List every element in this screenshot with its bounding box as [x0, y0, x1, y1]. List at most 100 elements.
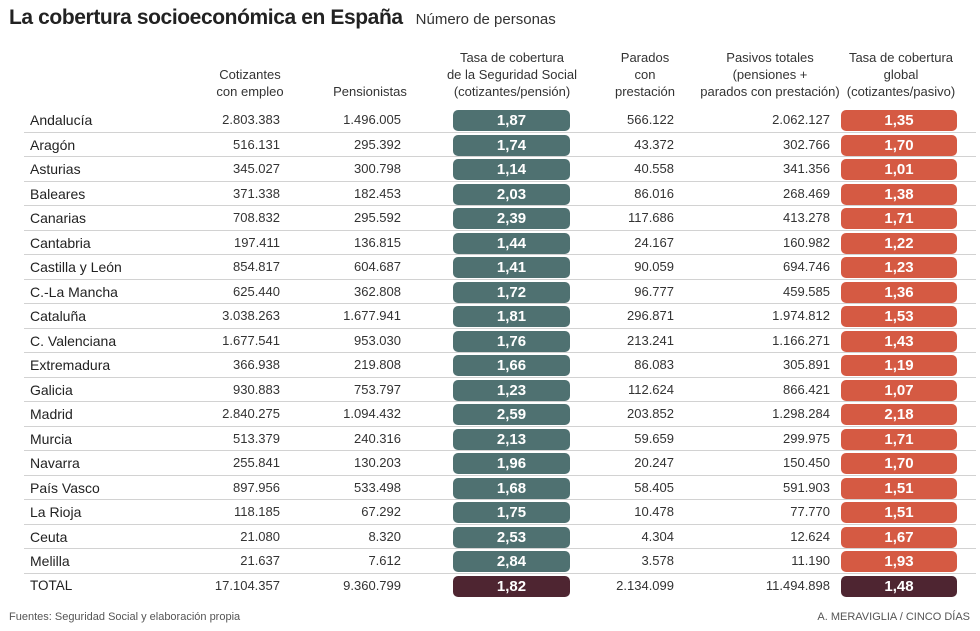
table-row: Extremadura 366.938 219.808 1,66 86.083 305.8…: [24, 353, 976, 378]
pasivos-value: 1.974.812: [772, 308, 830, 323]
tasa-seguridad-social-pill: 1,68: [453, 477, 570, 499]
tasa-global-pill: 1,38: [841, 183, 957, 205]
header-line: (pensiones +: [732, 67, 808, 82]
pasivos-value: 77.770: [790, 504, 830, 519]
cotizantes-value: 516.131: [233, 136, 280, 152]
pensionistas-value: 953.030: [354, 332, 401, 348]
total-row: TOTAL 17.104.357 9.360.799 1,82 2.134.099 11.…: [24, 574, 976, 599]
parados-value: 112.624: [627, 381, 674, 397]
pasivos-value: 150.450: [783, 455, 830, 470]
pasivos-value: 413.278: [783, 210, 830, 225]
header-line: global: [883, 67, 919, 82]
header-line: Pasivos totales: [726, 50, 814, 65]
tasa-global-pill: 1,67: [841, 526, 957, 548]
pasivos-value: 591.903: [783, 479, 830, 495]
pensionistas-value: 9.360.799: [343, 577, 401, 593]
region-name: Madrid: [30, 406, 73, 422]
row-divider: [24, 572, 976, 574]
parados-value: 90.059: [634, 259, 674, 274]
header-line: Cotizantes: [219, 67, 281, 82]
tasa-seguridad-social-pill: 2,03: [453, 183, 570, 205]
pasivos-value: 305.891: [783, 357, 830, 372]
pensionistas-value: 130.203: [354, 455, 401, 470]
header-line: con empleo: [216, 84, 284, 99]
pensionistas-value: 67.292: [361, 504, 401, 519]
pensionistas-value: 219.808: [354, 357, 401, 372]
cotizantes-value: 197.411: [233, 234, 280, 250]
title-row: La cobertura socioeconómica en España Nú…: [9, 6, 556, 30]
table-row: C.-La Mancha 625.440 362.808 1,72 96.777 459.…: [24, 280, 976, 304]
header-pensionistas: Pensionistas: [310, 83, 430, 100]
cotizantes-value: 2.840.275: [222, 406, 280, 421]
parados-value: 566.122: [627, 112, 674, 127]
header-cotizantes: Cotizantes con empleo: [190, 66, 310, 100]
parados-value: 4.304: [641, 528, 674, 544]
tasa-seguridad-social-pill: 2,13: [453, 428, 570, 450]
parados-value: 86.016: [634, 185, 674, 201]
cotizantes-value: 17.104.357: [214, 577, 280, 593]
parados-value: 58.405: [634, 479, 674, 495]
tasa-global-pill: 1,07: [841, 379, 957, 401]
pasivos-value: 1.166.271: [772, 332, 830, 348]
pensionistas-value: 1.677.941: [343, 308, 401, 323]
pensionistas-value: 8.320: [368, 528, 401, 544]
tasa-seguridad-social-pill: 1,74: [453, 134, 570, 156]
pasivos-value: 302.766: [783, 136, 830, 152]
table-row: Canarias 708.832 295.592 2,39 117.686 413.278…: [24, 206, 976, 231]
tasa-global-pill: 2,18: [841, 404, 957, 425]
header-line: con: [634, 67, 656, 82]
tasa-global-pill: 1,70: [841, 134, 957, 156]
tasa-global-pill: 1,43: [841, 330, 957, 352]
region-name: C. Valenciana: [30, 332, 117, 349]
row-divider: [24, 352, 976, 353]
tasa-global-pill: 1,51: [841, 477, 957, 499]
tasa-seguridad-social-pill: 1,76: [453, 330, 570, 352]
tasa-seguridad-social-pill: 1,82: [453, 575, 570, 597]
tasa-seguridad-social-pill: 1,66: [453, 355, 570, 376]
cotizantes-value: 21.637: [240, 553, 280, 568]
tasa-global-pill: 1,01: [841, 159, 957, 180]
header-line: Tasa de cobertura: [848, 50, 954, 65]
pasivos-value: 160.982: [783, 234, 830, 250]
region-name: Galicia: [30, 381, 73, 398]
pensionistas-value: 604.687: [354, 259, 401, 274]
pensionistas-value: 295.392: [354, 136, 401, 152]
cotizantes-value: 854.817: [233, 259, 280, 274]
table-row: La Rioja 118.185 67.292 1,75 10.478 77.770 1,5…: [24, 500, 976, 525]
table-row: C. Valenciana 1.677.541 953.030 1,76 213.241…: [24, 329, 976, 353]
table-row: Galicia 930.883 753.797 1,23 112.624 866.421 1…: [24, 378, 976, 402]
parados-value: 10.478: [634, 504, 674, 519]
tasa-seguridad-social-pill: 1,23: [453, 379, 570, 401]
pasivos-value: 12.624: [790, 528, 830, 544]
parados-value: 96.777: [634, 283, 674, 299]
row-divider: [24, 548, 976, 549]
row-divider: [24, 303, 976, 304]
tasa-seguridad-social-pill: 1,81: [453, 306, 570, 327]
row-divider: [24, 180, 976, 182]
tasa-global-pill: 1,19: [841, 355, 957, 376]
table-row: Murcia 513.379 240.316 2,13 59.659 299.975 1,7…: [24, 427, 976, 451]
pasivos-value: 2.062.127: [772, 112, 830, 127]
cotizantes-value: 1.677.541: [222, 332, 280, 348]
region-name: La Rioja: [30, 504, 82, 520]
table-row: Castilla y León 854.817 604.687 1,41 90.059 6…: [24, 255, 976, 280]
pensionistas-value: 1.094.432: [343, 406, 401, 421]
cotizantes-value: 118.185: [233, 504, 280, 519]
parados-value: 296.871: [627, 308, 674, 323]
region-name: Castilla y León: [30, 259, 122, 275]
pensionistas-value: 533.498: [354, 479, 401, 495]
header-tasa-global: Tasa de cobertura global (cotizantes/pas…: [840, 49, 962, 100]
tasa-global-pill: 1,36: [841, 281, 957, 303]
row-divider: [24, 327, 976, 329]
pasivos-value: 268.469: [783, 185, 830, 201]
row-divider: [24, 278, 976, 280]
cotizantes-value: 255.841: [233, 455, 280, 470]
tasa-seguridad-social-pill: 1,75: [453, 502, 570, 523]
parados-value: 24.167: [634, 234, 674, 250]
parados-value: 86.083: [634, 357, 674, 372]
table-row: Cataluña 3.038.263 1.677.941 1,81 296.871 1.9…: [24, 304, 976, 329]
header-line: parados con prestación): [700, 84, 840, 99]
pasivos-value: 299.975: [783, 430, 830, 446]
tasa-global-pill: 1,48: [841, 575, 957, 597]
tasa-global-pill: 1,23: [841, 257, 957, 278]
